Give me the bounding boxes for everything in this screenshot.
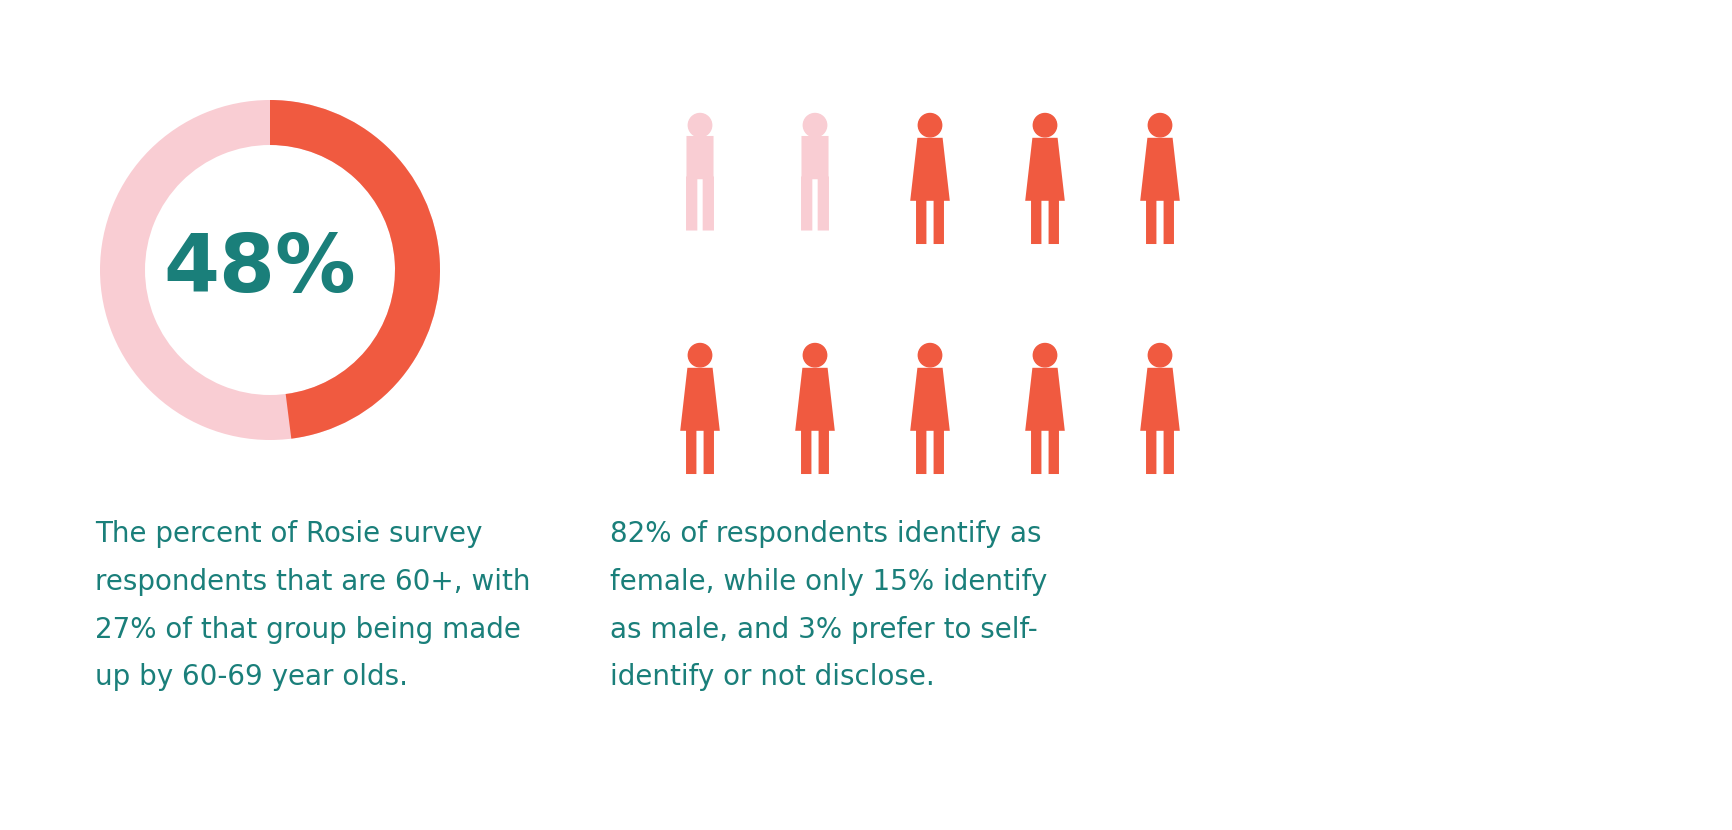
FancyBboxPatch shape xyxy=(703,429,714,474)
Polygon shape xyxy=(795,368,835,431)
Polygon shape xyxy=(1025,138,1065,201)
Circle shape xyxy=(1034,344,1057,367)
Text: 82% of respondents identify as
female, while only 15% identify
as male, and 3% p: 82% of respondents identify as female, w… xyxy=(610,520,1048,691)
FancyBboxPatch shape xyxy=(916,429,927,474)
FancyBboxPatch shape xyxy=(686,136,714,179)
FancyBboxPatch shape xyxy=(1031,199,1041,244)
Text: 48%: 48% xyxy=(165,231,357,309)
FancyBboxPatch shape xyxy=(916,199,927,244)
FancyBboxPatch shape xyxy=(1048,429,1058,474)
Polygon shape xyxy=(911,138,949,201)
FancyBboxPatch shape xyxy=(1031,429,1041,474)
Circle shape xyxy=(1148,114,1173,137)
Wedge shape xyxy=(100,100,440,440)
FancyBboxPatch shape xyxy=(1147,199,1157,244)
Circle shape xyxy=(804,344,826,367)
FancyBboxPatch shape xyxy=(686,177,698,231)
FancyBboxPatch shape xyxy=(800,177,812,231)
Polygon shape xyxy=(1140,138,1179,201)
Text: The percent of Rosie survey
respondents that are 60+, with
27% of that group bei: The percent of Rosie survey respondents … xyxy=(95,520,530,691)
Polygon shape xyxy=(911,368,949,431)
FancyBboxPatch shape xyxy=(800,429,811,474)
Circle shape xyxy=(918,344,942,367)
FancyBboxPatch shape xyxy=(703,177,714,231)
FancyBboxPatch shape xyxy=(1048,199,1058,244)
Circle shape xyxy=(918,114,942,137)
Polygon shape xyxy=(1025,368,1065,431)
FancyBboxPatch shape xyxy=(818,177,830,231)
FancyBboxPatch shape xyxy=(819,429,830,474)
FancyBboxPatch shape xyxy=(934,429,944,474)
Circle shape xyxy=(688,344,712,367)
Wedge shape xyxy=(270,100,440,439)
FancyBboxPatch shape xyxy=(686,429,696,474)
FancyBboxPatch shape xyxy=(1147,429,1157,474)
Circle shape xyxy=(688,114,712,137)
Circle shape xyxy=(804,114,826,137)
Circle shape xyxy=(1148,344,1173,367)
FancyBboxPatch shape xyxy=(1164,429,1174,474)
FancyBboxPatch shape xyxy=(802,136,828,179)
FancyBboxPatch shape xyxy=(1164,199,1174,244)
Circle shape xyxy=(1034,114,1057,137)
Polygon shape xyxy=(681,368,721,431)
FancyBboxPatch shape xyxy=(934,199,944,244)
Polygon shape xyxy=(1140,368,1179,431)
